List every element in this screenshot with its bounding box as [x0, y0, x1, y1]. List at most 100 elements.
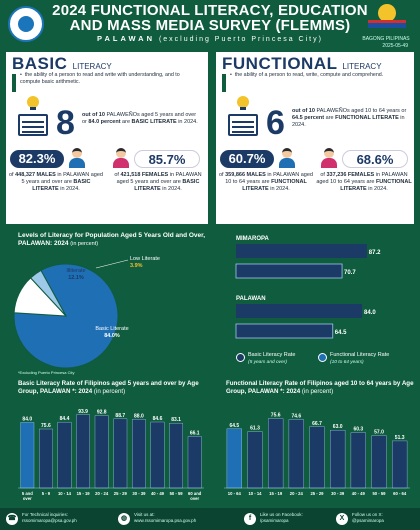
basic-age-chart-title: Basic Literacy Rate of Filipinos aged 5 …	[18, 380, 199, 395]
basic-age-bar	[169, 422, 183, 489]
female-person-icon	[112, 148, 130, 168]
title-line-2: AND MASS MEDIA SURVEY (FLEMMS)	[69, 17, 351, 34]
basic-age-category-label: 60 and over	[188, 491, 202, 501]
pie-label-low: Low Literate 3.9%	[130, 256, 160, 269]
functional-age-value-label: 63.0	[333, 424, 343, 430]
hbar-value-label: 70.7	[344, 270, 356, 276]
basic-age-bar	[132, 419, 146, 489]
logo-text: BAGONG PILIPINAS	[362, 36, 410, 42]
basic-age-category-label: 10 - 14	[58, 491, 72, 496]
lightbulb-icon	[24, 96, 42, 110]
footer-web[interactable]: Visit us at: www.rssomimaropa.psa.gov.ph	[134, 512, 197, 523]
functional-age-value-label: 66.7	[312, 421, 322, 427]
ref-code: 2025-05-49	[382, 43, 408, 49]
functional-age-bar	[392, 440, 408, 489]
basic-age-value-label: 88.7	[115, 413, 125, 419]
functional-age-category-label: 15 - 19	[269, 491, 283, 496]
basic-age-value-label: 84.0	[22, 416, 32, 422]
functional-age-value-label: 64.5	[229, 423, 239, 429]
footer-facebook[interactable]: Like us on Facebook:/psamimaropa	[260, 512, 303, 523]
functional-age-category-label: 25 - 29	[310, 491, 324, 496]
book-icon	[228, 108, 258, 136]
footer-tech: For Technical inquiries: rssomimaropa@psa…	[22, 512, 77, 523]
functional-age-value-label: 51.3	[395, 435, 405, 441]
functional-female-pct: 68.6%	[342, 150, 408, 168]
functional-age-value-label: 74.6	[291, 414, 301, 420]
pie-note: *Excluding Puerto Princesa City	[18, 370, 75, 375]
hbar-value-label: 64.5	[335, 330, 347, 336]
basic-male-stat: of 448,327 MALES in PALAWAN aged 5 years…	[9, 172, 103, 192]
location-note: (excluding Puerto Princesa City)	[158, 36, 323, 43]
functional-age-bar	[330, 429, 346, 489]
legend-basic: Basic Literacy Rate (5 years and over)	[236, 352, 316, 366]
basic-age-bar	[20, 422, 35, 489]
basic-age-chart: 84.0 5 and over 75.6 5 - 9 84.4 10 - 14 93.9 15 …	[18, 409, 204, 501]
basic-summary: out of 10 PALAWEÑOs aged 5 years and ove…	[82, 112, 198, 125]
functional-age-category-label: 40 - 49	[352, 491, 366, 496]
phone-icon: ☎	[6, 513, 18, 525]
functional-age-bar	[309, 426, 325, 489]
pie-slice-low-literate	[29, 269, 67, 317]
functional-age-bar	[247, 431, 263, 489]
x-icon: X	[336, 513, 348, 525]
functional-age-bar	[268, 418, 284, 489]
legend-functional: Functional Literacy Rate (10 to 64 years)	[318, 352, 414, 366]
facebook-icon: f	[244, 513, 256, 525]
functional-definition: • the ability of a person to read, write…	[230, 72, 384, 78]
basic-age-value-label: 84.6	[153, 416, 163, 422]
basic-age-category-label: 5 - 9	[42, 491, 51, 496]
functional-age-bar	[226, 428, 242, 489]
basic-age-bar	[150, 421, 165, 489]
functional-male-stat: of 359,866 MALES in PALAWAN aged 10 to 6…	[219, 172, 313, 192]
basic-definition: • the ability of a person to read and wr…	[20, 72, 180, 85]
basic-age-bar	[113, 418, 128, 489]
pie-label-illiterate: Illiterate 12.1%	[66, 268, 86, 281]
functional-age-bar	[371, 435, 387, 489]
functional-age-chart: 64.5 10 - 64 61.3 10 - 14 75.6 15 - 19 74.6 20 …	[224, 413, 410, 496]
functional-age-category-label: 10 - 64	[228, 491, 242, 496]
globe-icon: ◍	[118, 513, 130, 525]
hbar-group-mimaropa: MIMAROPA	[236, 236, 269, 242]
hbar-mimaropa-basic	[236, 244, 367, 258]
basic-age-value-label: 66.1	[190, 430, 200, 436]
basic-age-value-label: 75.6	[41, 423, 51, 429]
basic-age-bar	[94, 415, 109, 489]
header: 2024 FUNCTIONAL LITERACY, EDUCATION AND …	[0, 0, 420, 58]
basic-age-category-label: 25 - 29	[114, 491, 128, 496]
pie-leader-line	[95, 259, 129, 269]
pie-chart	[13, 259, 129, 369]
title-line-1: 2024 FUNCTIONAL LITERACY, EDUCATION	[52, 2, 368, 19]
functional-male-pct: 60.7%	[220, 150, 274, 168]
basic-age-category-label: 30 - 39	[132, 491, 146, 496]
psa-logo	[8, 6, 44, 42]
lightbulb-icon	[234, 96, 252, 110]
footer-x[interactable]: Follow us on X: @psamimaropa	[352, 512, 384, 523]
functional-female-stat: of 337,236 FEMALES in PALAWAN aged 10 to…	[316, 172, 412, 192]
hbar-group-palawan: PALAWAN	[236, 296, 266, 302]
pie-chart-title: Levels of Literacy for Population Aged 5…	[18, 232, 206, 247]
hbar-value-label: 84.0	[364, 310, 376, 316]
basic-age-value-label: 88.0	[134, 413, 144, 419]
page-subtitle: PALAWAN (excluding Puerto Princesa City)	[50, 34, 370, 43]
basic-age-category-label: 5 and over	[22, 491, 33, 501]
basic-age-bar	[39, 428, 53, 489]
basic-age-category-label: 15 - 19	[77, 491, 91, 496]
functional-age-category-label: 20 - 24	[290, 491, 304, 496]
basic-age-bar	[187, 436, 202, 489]
page-title: 2024 FUNCTIONAL LITERACY, EDUCATION AND …	[50, 3, 370, 33]
bagong-pilipinas-logo	[368, 4, 406, 34]
location: PALAWAN	[97, 34, 155, 43]
basic-age-value-label: 93.9	[78, 409, 88, 415]
basic-male-pct: 82.3%	[10, 150, 64, 168]
hbar-value-label: 87.2	[369, 250, 381, 256]
pie-label-basic: Basic Literate 84.0%	[95, 326, 129, 339]
basic-big-number: 8	[56, 104, 75, 142]
functional-age-value-label: 61.3	[250, 426, 260, 432]
functional-big-number: 6	[266, 104, 285, 142]
female-person-icon	[320, 148, 338, 168]
basic-age-category-label: 40 - 49	[151, 491, 165, 496]
functional-age-value-label: 57.0	[374, 430, 384, 436]
functional-age-chart-title: Functional Literacy Rate of Filipinos ag…	[226, 380, 414, 395]
basic-age-category-label: 20 - 24	[95, 491, 109, 496]
basic-literacy-panel: BASIC LITERACY • the ability of a person…	[6, 52, 208, 224]
